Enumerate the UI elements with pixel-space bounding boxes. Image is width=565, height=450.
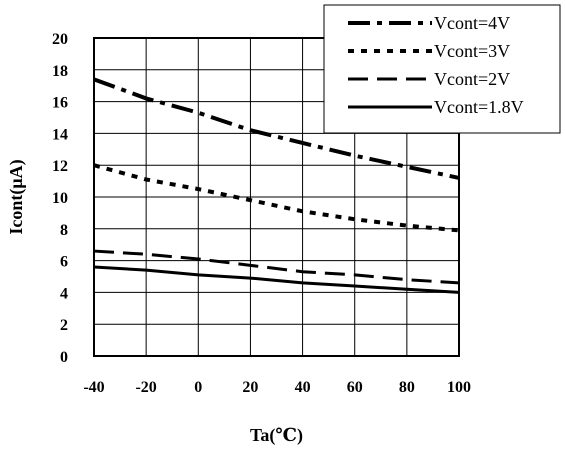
x-axis-title: Ta(℃) bbox=[250, 425, 303, 446]
x-tick-label: 100 bbox=[447, 379, 471, 396]
x-tick-labels: -40 -20 0 20 40 60 80 100 bbox=[83, 379, 471, 396]
x-tick-label: -40 bbox=[83, 379, 104, 396]
legend-label: Vcont=4V bbox=[434, 13, 510, 33]
y-tick-label: 18 bbox=[52, 63, 68, 80]
legend-label: Vcont=2V bbox=[434, 69, 510, 89]
y-tick-label: 10 bbox=[52, 190, 68, 207]
x-tick-label: -20 bbox=[135, 379, 156, 396]
y-tick-label: 4 bbox=[60, 285, 68, 302]
x-tick-label: 40 bbox=[295, 379, 311, 396]
x-tick-label: 0 bbox=[194, 379, 202, 396]
y-tick-label: 2 bbox=[60, 317, 68, 334]
y-tick-label: 8 bbox=[60, 222, 68, 239]
legend-label: Vcont=3V bbox=[434, 41, 510, 61]
y-tick-label: 6 bbox=[60, 254, 68, 271]
plot-frame bbox=[93, 37, 460, 357]
y-tick-labels: 0 2 4 6 8 10 12 14 16 18 20 bbox=[52, 31, 68, 366]
legend-box bbox=[323, 4, 561, 134]
y-tick-label: 0 bbox=[60, 349, 68, 366]
legend-label: Vcont=1.8V bbox=[434, 97, 524, 117]
x-tick-label: 60 bbox=[347, 379, 363, 396]
y-axis-title: Icont(μA) bbox=[6, 159, 27, 234]
series-line bbox=[93, 77, 460, 180]
y-tick-label: 12 bbox=[52, 158, 68, 175]
y-tick-label: 16 bbox=[52, 95, 68, 112]
series-line bbox=[93, 163, 460, 233]
legend: Vcont=4V Vcont=3V Vcont=2V Vcont=1.8V bbox=[323, 4, 561, 134]
series-line bbox=[93, 265, 460, 294]
x-tick-label: 80 bbox=[399, 379, 415, 396]
y-tick-label: 20 bbox=[52, 31, 68, 48]
series-line bbox=[93, 249, 460, 285]
y-tick-label: 14 bbox=[52, 126, 68, 143]
series-lines bbox=[93, 77, 460, 294]
x-tick-label: 20 bbox=[242, 379, 258, 396]
